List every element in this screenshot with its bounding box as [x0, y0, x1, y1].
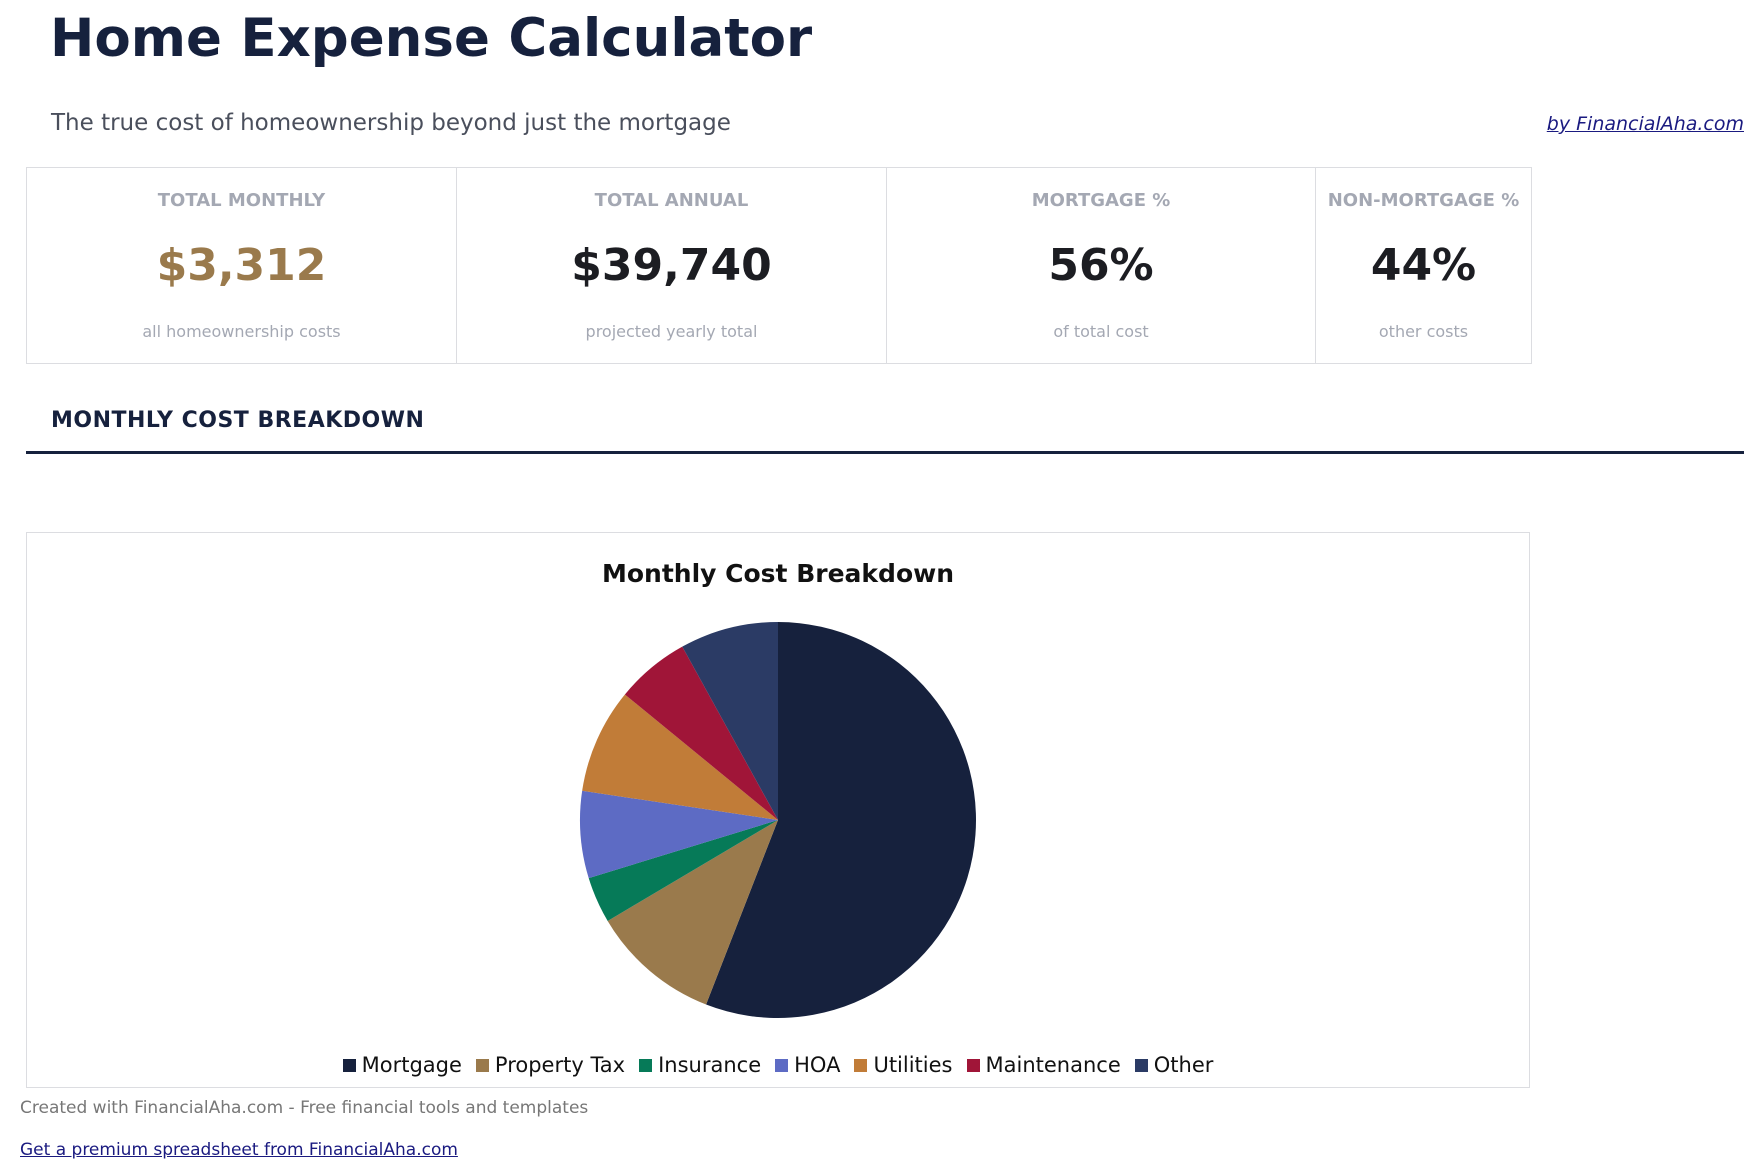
- legend-item[interactable]: Mortgage: [342, 1053, 462, 1077]
- legend-swatch: [1134, 1058, 1148, 1072]
- legend-swatch: [775, 1058, 789, 1072]
- byline-link[interactable]: by FinancialAha.com: [1546, 113, 1744, 135]
- legend-label: Utilities: [873, 1053, 953, 1077]
- pie-slice-insurance[interactable]: [588, 820, 778, 921]
- legend-swatch: [475, 1058, 489, 1072]
- pie-slice-utilities[interactable]: [582, 694, 778, 820]
- legend-swatch: [854, 1058, 868, 1072]
- section-divider: [26, 451, 1744, 454]
- legend-item[interactable]: Property Tax: [475, 1053, 626, 1077]
- legend-item[interactable]: Utilities: [854, 1053, 953, 1077]
- card-value: $39,740: [571, 240, 772, 291]
- pie-chart: [580, 622, 976, 1018]
- legend-label: HOA: [794, 1053, 841, 1077]
- legend-label: Mortgage: [361, 1053, 462, 1077]
- card-subtext: other costs: [1378, 322, 1469, 341]
- page-title: Home Expense Calculator: [50, 8, 813, 69]
- legend-swatch: [639, 1058, 653, 1072]
- card-total-monthly: TOTAL MONTHLY $3,312 all homeownership c…: [27, 168, 457, 363]
- legend-item[interactable]: Insurance: [639, 1053, 761, 1077]
- card-subtext: of total cost: [1053, 322, 1149, 341]
- card-subtext: projected yearly total: [585, 322, 758, 341]
- card-value: $3,312: [156, 240, 327, 291]
- section-heading: MONTHLY COST BREAKDOWN: [51, 408, 425, 433]
- card-value: 56%: [1048, 240, 1154, 291]
- pie-slice-mortgage[interactable]: [706, 622, 976, 1018]
- page-subtitle: The true cost of homeownership beyond ju…: [51, 110, 731, 136]
- card-label: TOTAL ANNUAL: [594, 190, 749, 211]
- pie-slice-hoa[interactable]: [580, 790, 778, 879]
- pie-slice-property-tax[interactable]: [607, 820, 778, 1005]
- legend-swatch: [342, 1058, 356, 1072]
- legend-label: Insurance: [658, 1053, 762, 1077]
- legend-item[interactable]: Maintenance: [966, 1053, 1121, 1077]
- card-mortgage-percent: MORTGAGE % 56% of total cost: [887, 168, 1316, 363]
- pie-slice-other[interactable]: [682, 622, 778, 820]
- chart-legend: Mortgage Property Tax Insurance HOA Utilitie…: [27, 1053, 1529, 1077]
- pie-slice-maintenance[interactable]: [624, 646, 778, 820]
- card-total-annual: TOTAL ANNUAL $39,740 projected yearly to…: [457, 168, 887, 363]
- premium-link[interactable]: Get a premium spreadsheet from Financial…: [20, 1140, 458, 1160]
- legend-swatch: [966, 1058, 980, 1072]
- legend-item[interactable]: HOA: [775, 1053, 840, 1077]
- card-value: 44%: [1370, 240, 1477, 291]
- card-subtext: all homeownership costs: [142, 322, 341, 341]
- legend-label: Other: [1153, 1053, 1214, 1077]
- card-label: MORTGAGE %: [1031, 190, 1171, 211]
- chart-title: Monthly Cost Breakdown: [601, 559, 955, 588]
- legend-label: Property Tax: [494, 1053, 626, 1077]
- legend-item[interactable]: Other: [1134, 1053, 1214, 1077]
- chart-container: Monthly Cost Breakdown Mortgage Property …: [26, 532, 1530, 1088]
- legend-label: Maintenance: [985, 1053, 1121, 1077]
- card-non-mortgage-percent: NON-MORTGAGE % 44% other costs: [1316, 168, 1531, 363]
- card-label: TOTAL MONTHLY: [157, 190, 326, 211]
- summary-cards: TOTAL MONTHLY $3,312 all homeownership c…: [26, 167, 1532, 364]
- card-label: NON-MORTGAGE %: [1327, 190, 1520, 211]
- footer-text: Created with FinancialAha.com - Free fin…: [20, 1098, 589, 1118]
